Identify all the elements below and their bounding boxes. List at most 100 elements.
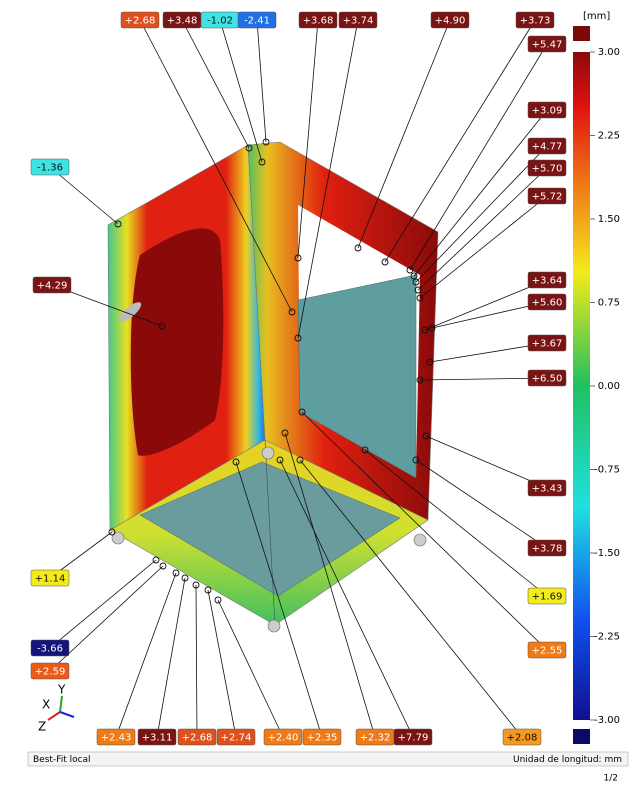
- label-box: [30, 569, 70, 587]
- footer-left: Best-Fit local: [33, 755, 91, 765]
- label-text: +2.43: [101, 733, 132, 744]
- label-text: +3.68: [303, 16, 334, 27]
- leader-line: [364, 449, 548, 597]
- anchor-point: [281, 429, 289, 437]
- colorbar-over: [573, 26, 590, 41]
- colorbar-tick-label: 3.00: [598, 47, 620, 58]
- leader-line: [279, 459, 414, 738]
- label-text: +3.43: [532, 484, 563, 495]
- label-box: [30, 639, 70, 657]
- label-box: [527, 587, 567, 605]
- leader-line: [384, 19, 536, 263]
- leader-line: [357, 19, 451, 249]
- anchor-point: [276, 456, 284, 464]
- axis-triad: X Y Z: [38, 683, 75, 734]
- label-box: [430, 11, 470, 29]
- anchor-point: [412, 278, 420, 286]
- anchor-point: [298, 408, 306, 416]
- label-text: +4.90: [435, 16, 466, 27]
- anchor-point: [181, 574, 189, 582]
- label-text: +2.08: [507, 733, 538, 744]
- anchor-point: [172, 569, 180, 577]
- colorbar: [573, 52, 590, 720]
- label-box: [527, 334, 567, 352]
- label-box: [177, 728, 217, 746]
- label-box: [30, 158, 70, 176]
- label-box: [393, 728, 433, 746]
- label-box: [338, 11, 378, 29]
- colorbar-under: [573, 729, 590, 744]
- anchor-point: [232, 458, 240, 466]
- leader-line: [115, 572, 177, 738]
- label-text: +5.47: [532, 40, 563, 51]
- labels: +2.68 +3.48 -1.02 -2.41 +3.68 +3.74 +4.90 +3.73…: [30, 11, 567, 746]
- label-box: [515, 11, 555, 29]
- label-text: +3.11: [142, 733, 173, 744]
- label-text: +2.35: [307, 733, 338, 744]
- anchor-point: [416, 376, 424, 384]
- anchor-point: [108, 528, 116, 536]
- label-box: [263, 728, 303, 746]
- leader-line: [299, 459, 523, 738]
- leader-line: [409, 43, 548, 271]
- leader-line: [413, 109, 548, 277]
- anchor-point: [214, 596, 222, 604]
- label-box: [527, 137, 567, 155]
- leader-line: [139, 19, 293, 313]
- leader-line: [156, 577, 186, 738]
- leader-line: [419, 195, 548, 299]
- label-box: [298, 11, 338, 29]
- label-text: +6.50: [532, 374, 563, 385]
- label-text: +2.55: [532, 646, 563, 657]
- label-box: [237, 11, 277, 29]
- leader-line: [181, 19, 250, 149]
- leader-line: [301, 411, 548, 651]
- label-text: +3.48: [167, 16, 198, 27]
- leader-line: [429, 342, 548, 363]
- label-text: -1.02: [207, 16, 233, 27]
- anchor-point: [192, 581, 200, 589]
- label-text: +2.59: [35, 667, 66, 678]
- axis-y: Y: [57, 683, 66, 697]
- leader-line: [49, 559, 157, 649]
- label-text: +5.70: [532, 164, 563, 175]
- anchor-point: [152, 556, 160, 564]
- colorbar-tick-label: 0.75: [598, 298, 620, 309]
- label-box: [527, 35, 567, 53]
- label-text: +5.72: [532, 192, 563, 203]
- anchor-point: [262, 138, 270, 146]
- label-text: +3.73: [520, 16, 551, 27]
- label-box: [527, 293, 567, 311]
- colorbar-ticks: 3.00 2.25 1.50 0.75 0.00 -0.75 -1.50 -2.25 -3.00: [590, 47, 620, 726]
- label-text: +3.64: [532, 276, 563, 287]
- label-box: [527, 101, 567, 119]
- anchor-point: [294, 254, 302, 262]
- anchor-point: [406, 266, 414, 274]
- label-box: [120, 11, 160, 29]
- label-text: +1.69: [532, 592, 563, 603]
- label-box: [137, 728, 177, 746]
- label-text: +2.68: [125, 16, 156, 27]
- anchor-point: [294, 334, 302, 342]
- leader-line: [297, 19, 319, 259]
- axis-z: Z: [38, 720, 46, 734]
- label-box: [216, 728, 256, 746]
- part: [107, 141, 439, 633]
- label-box: [96, 728, 136, 746]
- anchor-point: [381, 258, 389, 266]
- anchor-point: [158, 322, 166, 330]
- label-text: +7.79: [398, 733, 429, 744]
- anchor-point: [414, 286, 422, 294]
- label-box: [302, 728, 342, 746]
- colorbar-tick-label: 2.25: [598, 131, 620, 142]
- label-box: [32, 276, 72, 294]
- page-number: 1/2: [604, 774, 618, 784]
- anchor-point: [412, 456, 420, 464]
- anchor-point: [258, 158, 266, 166]
- label-text: +2.68: [182, 733, 213, 744]
- label-text: +2.32: [360, 733, 391, 744]
- anchor-point: [245, 144, 253, 152]
- anchor-point: [204, 586, 212, 594]
- label-text: -1.36: [37, 163, 63, 174]
